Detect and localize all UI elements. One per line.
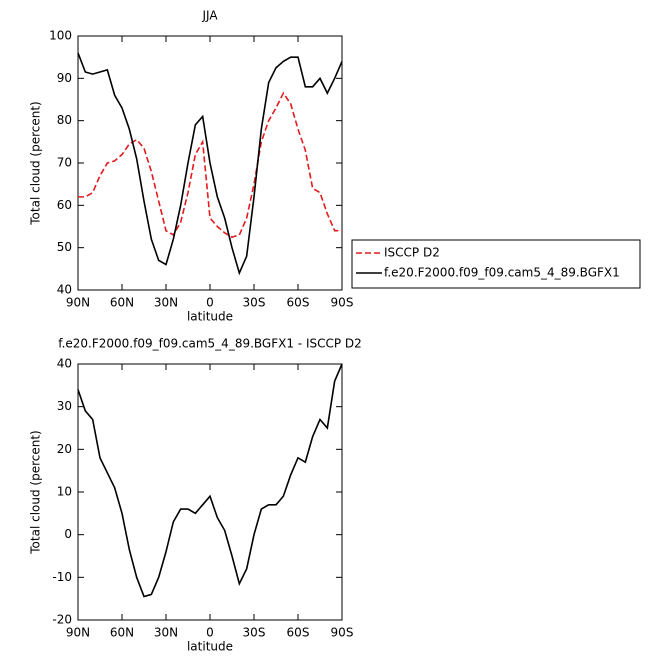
x-tick-label: 60N	[110, 626, 134, 640]
y-tick-label: 0	[64, 527, 72, 541]
y-tick-label: 70	[57, 156, 72, 170]
x-tick-label: 60S	[287, 626, 310, 640]
y-axis-label: Total cloud (percent)	[29, 101, 43, 225]
y-tick-label: 30	[57, 399, 72, 413]
y-tick-label: -20	[52, 613, 72, 627]
x-tick-label: 30N	[154, 296, 178, 310]
y-axis-label: Total cloud (percent)	[29, 430, 43, 554]
legend-box	[351, 239, 641, 289]
legend-label: f.e20.F2000.f09_f09.cam5_4_89.BGFX1	[384, 266, 620, 280]
y-tick-label: 90	[57, 71, 72, 85]
x-tick-label: 30S	[243, 296, 266, 310]
y-tick-label: 40	[57, 283, 72, 297]
x-tick-label: 0	[206, 296, 214, 310]
y-tick-label: 40	[57, 357, 72, 371]
data-line	[77, 363, 343, 598]
x-tick-label: 30S	[243, 626, 266, 640]
y-tick-label: -10	[52, 570, 72, 584]
x-tick-label: 90S	[331, 296, 354, 310]
y-tick-label: 60	[57, 198, 72, 212]
x-tick-label: 30N	[154, 626, 178, 640]
plot-frame	[77, 363, 343, 621]
x-tick-label: 90N	[66, 296, 90, 310]
data-line	[77, 52, 343, 276]
y-tick-label: 10	[57, 485, 72, 499]
x-tick-label: 90S	[331, 626, 354, 640]
data-line	[78, 91, 342, 238]
x-tick-label: 60N	[110, 296, 134, 310]
chart-title: JJA	[201, 9, 218, 23]
x-axis-label: latitude	[187, 310, 233, 324]
x-tick-label: 60S	[287, 296, 310, 310]
y-tick-label: 50	[57, 240, 72, 254]
y-tick-label: 100	[49, 29, 72, 43]
y-tick-label: 80	[57, 113, 72, 127]
chart-title: f.e20.F2000.f09_f09.cam5_4_89.BGFX1 - IS…	[58, 337, 362, 351]
y-tick-label: 20	[57, 442, 72, 456]
x-tick-label: 0	[206, 626, 214, 640]
legend-label: ISCCP D2	[384, 246, 440, 260]
x-tick-label: 90N	[66, 626, 90, 640]
x-axis-label: latitude	[187, 640, 233, 654]
